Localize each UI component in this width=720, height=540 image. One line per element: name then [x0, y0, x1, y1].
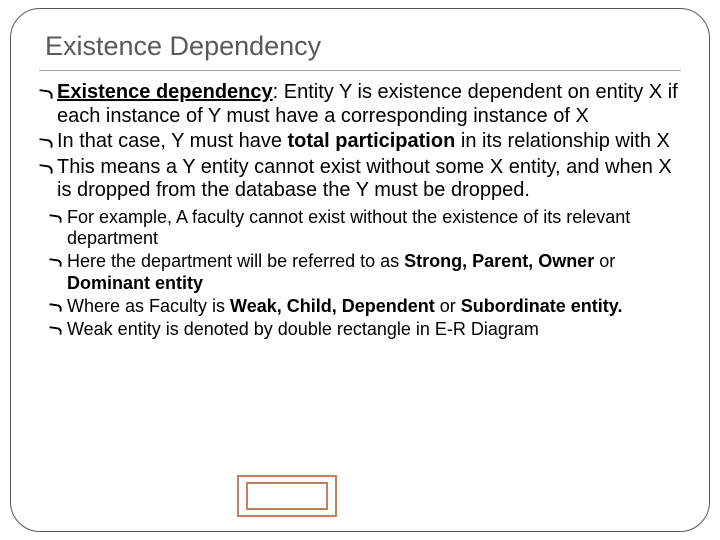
bullet-2: In that case, Y must have total particip…	[39, 130, 681, 154]
main-bullet-list: Existence dependency: Entity Y is existe…	[39, 81, 681, 203]
term-dominant: Dominant entity	[67, 273, 203, 293]
term-weak: Weak, Child, Dependent	[230, 296, 440, 316]
bullet-3: This means a Y entity cannot exist witho…	[39, 156, 681, 203]
term-strong: Strong, Parent, Owner	[404, 251, 599, 271]
bullet-2-c: in its relationship with X	[455, 130, 670, 152]
sub-bullet-3-c: or	[440, 296, 456, 316]
sub-bullet-3: Where as Faculty is Weak, Child, Depende…	[39, 296, 681, 317]
slide-title: Existence Dependency	[39, 31, 681, 62]
inner-rectangle	[246, 482, 328, 510]
bullet-1: Existence dependency: Entity Y is existe…	[39, 81, 681, 128]
sub-bullet-2-c: or	[599, 251, 615, 271]
sub-bullet-3-a: Where as Faculty is	[67, 296, 230, 316]
sub-bullet-2-a: Here the department will be referred to …	[67, 251, 404, 271]
sub-bullet-2: Here the department will be referred to …	[39, 251, 681, 293]
sub-bullet-4: Weak entity is denoted by double rectang…	[39, 319, 681, 340]
sub-bullet-4-text: Weak entity is denoted by double rectang…	[67, 319, 539, 339]
sub-bullet-1: For example, A faculty cannot exist with…	[39, 207, 681, 249]
term-total-participation: total participation	[288, 130, 456, 152]
slide-frame: Existence Dependency Existence dependenc…	[10, 8, 710, 532]
term-subordinate: Subordinate entity.	[456, 296, 623, 316]
bullet-2-a: In that case, Y must have	[57, 130, 288, 152]
title-divider	[39, 70, 681, 71]
sub-bullet-list: For example, A faculty cannot exist with…	[39, 207, 681, 340]
sub-bullet-1-text: For example, A faculty cannot exist with…	[67, 207, 630, 248]
term-existence-dependency: Existence dependency	[57, 81, 273, 103]
bullet-3-text: This means a Y entity cannot exist witho…	[57, 156, 672, 202]
weak-entity-double-rectangle-icon	[237, 475, 337, 517]
